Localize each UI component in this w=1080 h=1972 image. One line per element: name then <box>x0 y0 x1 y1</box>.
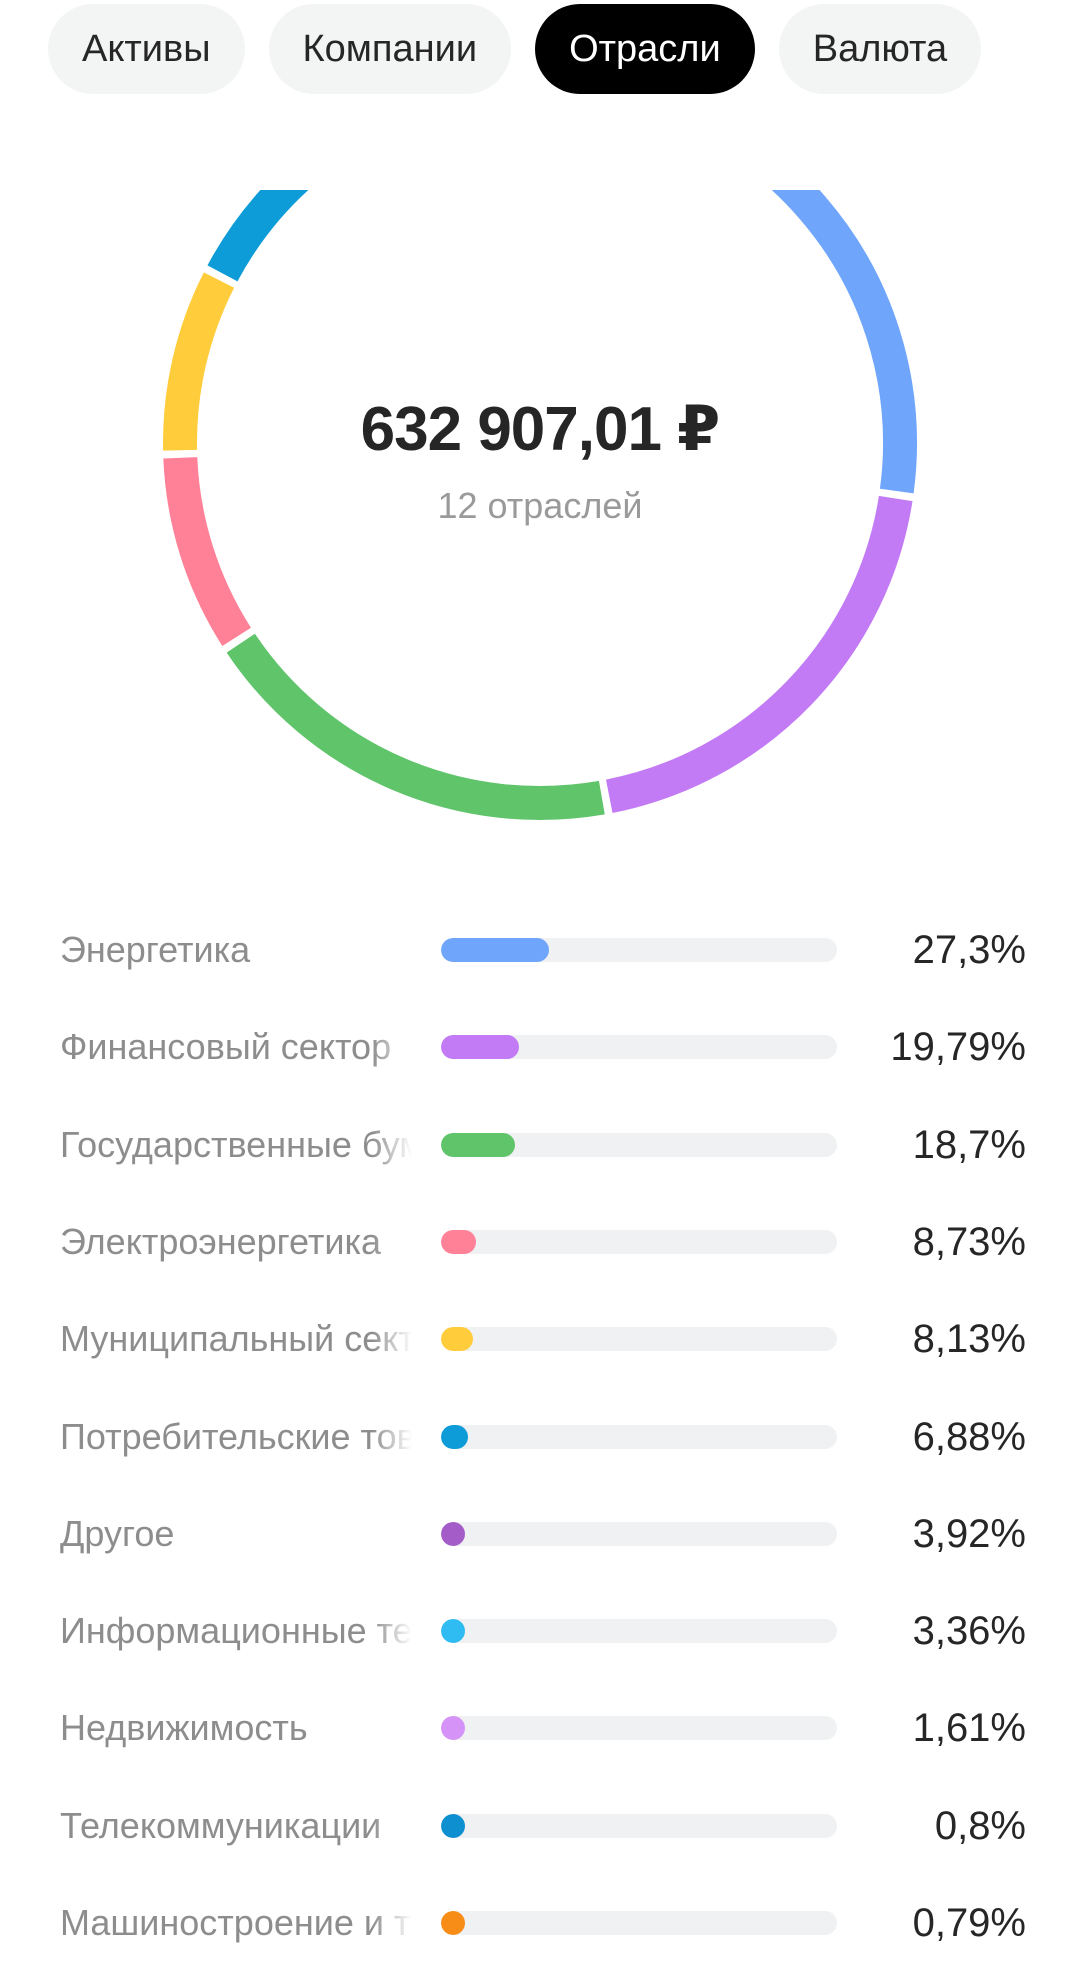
donut-svg <box>163 190 917 820</box>
sector-percent: 3,36% <box>912 1609 1026 1653</box>
donut-segment[interactable] <box>207 190 316 282</box>
sector-percent: 18,7% <box>912 1123 1026 1167</box>
tab-2[interactable]: Компании <box>268 4 512 94</box>
sector-row[interactable]: Недвижимость 1,61% <box>0 1698 1080 1758</box>
sector-row[interactable]: Муниципальный сектор 8,13% <box>0 1309 1080 1369</box>
sector-bar-track <box>441 1522 837 1546</box>
sector-name: Муниципальный сектор <box>60 1309 412 1369</box>
sector-bar-track <box>441 938 837 962</box>
sector-percent: 8,13% <box>912 1317 1026 1361</box>
sector-row[interactable]: Электроэнергетика 8,73% <box>0 1212 1080 1272</box>
sector-percent: 3,92% <box>912 1512 1026 1556</box>
sector-name: Финансовый сектор <box>60 1017 412 1077</box>
sector-bar-fill <box>441 1619 465 1643</box>
portfolio-total-value: 632 907,01 ₽ <box>360 395 721 464</box>
sector-percent: 1,61% <box>912 1706 1026 1750</box>
donut-segment[interactable] <box>163 456 252 647</box>
donut-segment[interactable] <box>163 272 235 451</box>
donut-segment[interactable] <box>544 190 917 494</box>
sector-percent: 6,88% <box>912 1415 1026 1459</box>
sector-name: Потребительские товары <box>60 1407 412 1467</box>
sector-row[interactable]: Государственные бумаги 18,7% <box>0 1115 1080 1175</box>
sector-percent: 0,79% <box>912 1901 1026 1945</box>
sector-row[interactable]: Информационные технологии 3,36% <box>0 1601 1080 1661</box>
sector-bar-track <box>441 1814 837 1838</box>
sector-bar-track <box>441 1327 837 1351</box>
sector-row[interactable]: Потребительские товары 6,88% <box>0 1407 1080 1467</box>
sector-percent: 8,73% <box>912 1220 1026 1264</box>
sector-name: Электроэнергетика <box>60 1212 412 1272</box>
sector-bar-fill <box>441 1911 465 1935</box>
sector-row[interactable]: Энергетика 27,3% <box>0 920 1080 980</box>
sector-name: Информационные технологии <box>60 1601 412 1661</box>
sector-bar-track <box>441 1716 837 1740</box>
sector-bar-track <box>441 1911 837 1935</box>
sector-bar-track <box>441 1230 837 1254</box>
sector-name: Энергетика <box>60 920 412 980</box>
sector-bar-fill <box>441 1716 465 1740</box>
sector-count-label: 12 отраслей <box>437 485 643 526</box>
sector-bar-fill <box>441 938 550 962</box>
sector-bar-fill <box>441 1133 516 1157</box>
sector-name: Государственные бумаги <box>60 1115 412 1175</box>
tab-1[interactable]: Активы <box>48 4 245 94</box>
sector-name: Другое <box>60 1504 412 1564</box>
tab-4[interactable]: Валюта <box>778 4 982 94</box>
sector-bar-track <box>441 1035 837 1059</box>
sector-bar-fill <box>441 1425 469 1449</box>
sector-bar-fill <box>441 1522 465 1546</box>
sector-bar-track <box>441 1133 837 1157</box>
sector-bar-fill <box>441 1035 520 1059</box>
sector-bar-track <box>441 1619 837 1643</box>
sector-percent: 0,8% <box>934 1804 1026 1848</box>
sector-name: Машиностроение и транспорт <box>60 1893 412 1953</box>
sector-bar-fill <box>441 1230 476 1254</box>
sector-row[interactable]: Телекоммуникации 0,8% <box>0 1796 1080 1856</box>
sector-row[interactable]: Финансовый сектор 19,79% <box>0 1017 1080 1077</box>
sector-bar-fill <box>441 1327 474 1351</box>
sector-row[interactable]: Машиностроение и транспорт 0,79% <box>0 1893 1080 1953</box>
sector-name: Телекоммуникации <box>60 1796 412 1856</box>
tab-3[interactable]: Отрасли <box>535 4 755 94</box>
sector-bar-fill <box>441 1814 465 1838</box>
sector-percent: 19,79% <box>890 1025 1026 1069</box>
sector-row[interactable]: Другое 3,92% <box>0 1504 1080 1564</box>
sector-donut-chart: 632 907,01 ₽ 12 отраслей <box>0 190 1080 850</box>
sector-bar-track <box>441 1425 837 1449</box>
tab-bar: Активы Компании Отрасли Валюта <box>48 4 982 94</box>
donut-segment[interactable] <box>605 495 913 813</box>
sector-name: Недвижимость <box>60 1698 412 1758</box>
sector-percent: 27,3% <box>912 928 1026 972</box>
donut-segment[interactable] <box>226 633 605 820</box>
